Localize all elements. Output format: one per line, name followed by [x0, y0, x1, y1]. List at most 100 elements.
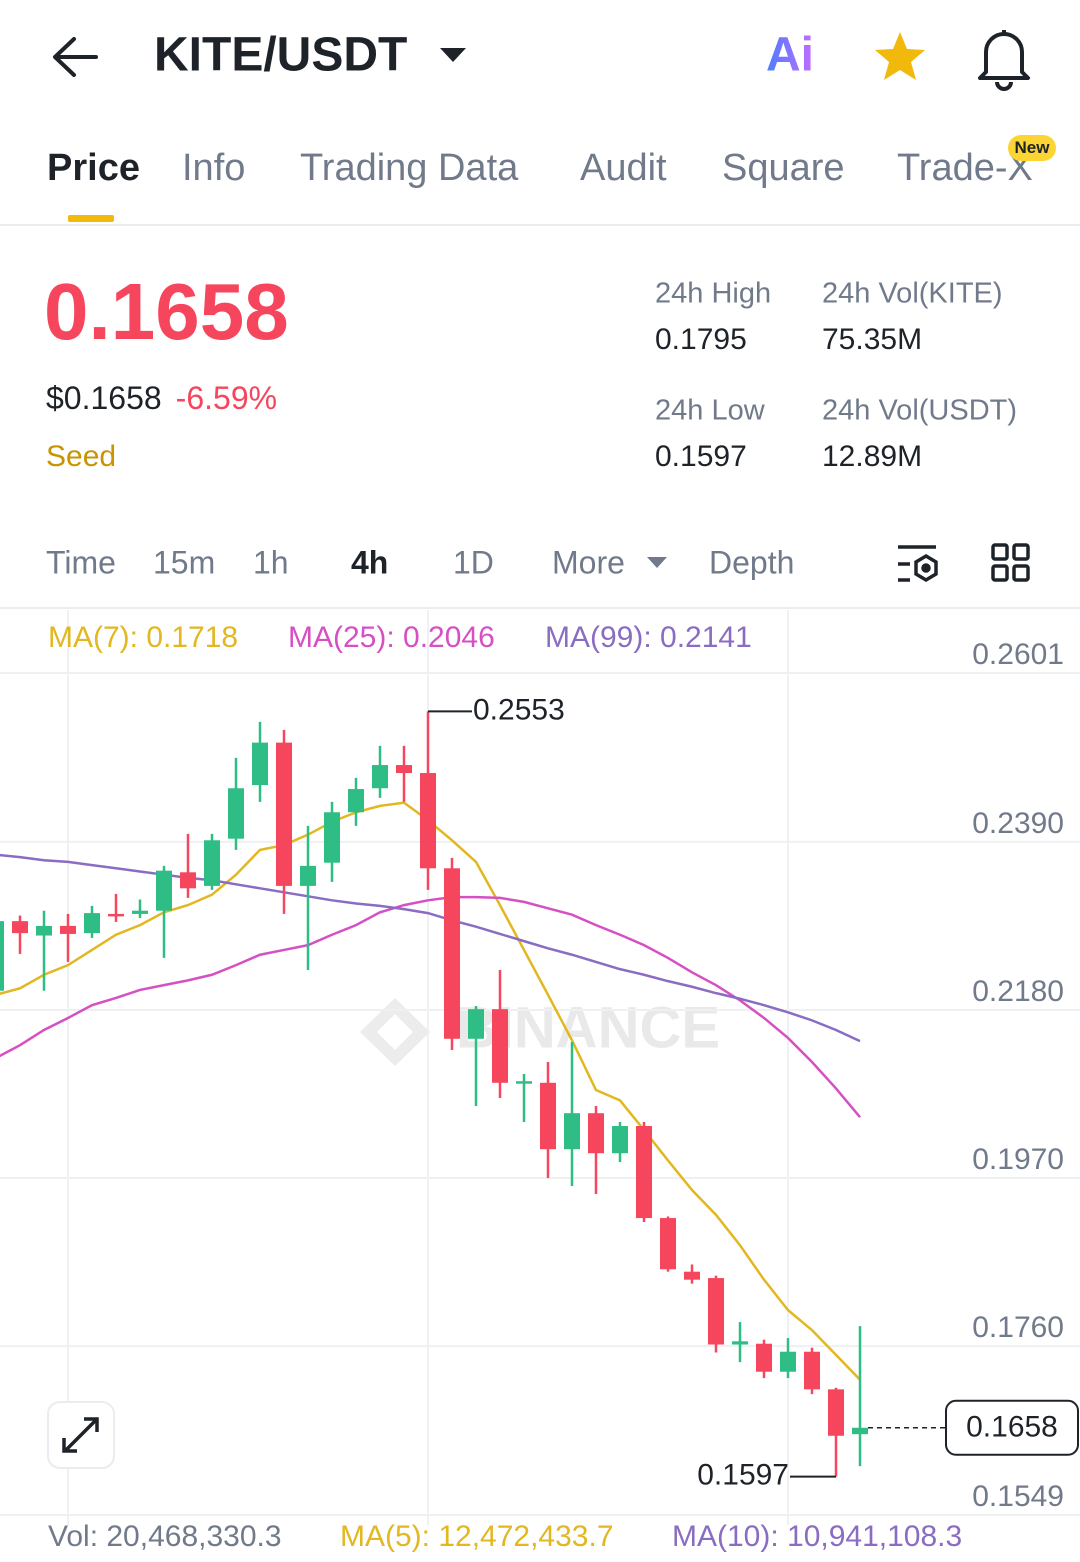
ma-line: [0, 895, 861, 1119]
interval[interactable]: Depth: [709, 544, 794, 580]
layout-button[interactable]: [991, 543, 1030, 582]
alert-button[interactable]: [978, 30, 1030, 91]
active-tab-indicator: [68, 215, 114, 222]
candle-body: [132, 910, 148, 914]
stat-label: 24h Low: [655, 395, 766, 427]
candle-body: [708, 1278, 724, 1345]
tab[interactable]: Trading Data: [300, 147, 519, 189]
candle-body: [564, 1113, 580, 1150]
pair-caret[interactable]: [440, 48, 466, 62]
candle-body: [468, 1009, 484, 1039]
chart: 0.2601 0.2390 0.2180 0.1970 0.1760 0.1549 MA(7…: [0, 621, 1080, 1553]
candle-body: [636, 1126, 652, 1219]
stat-value: 12.89M: [822, 440, 922, 473]
high-marker: 0.2553: [473, 693, 565, 726]
candle-body: [12, 921, 28, 934]
y-tick-label: 0.1970: [972, 1143, 1064, 1176]
candle-body: [156, 870, 172, 911]
back-button[interactable]: [53, 37, 98, 77]
stat-label: 24h High: [655, 278, 771, 310]
price-line: $0.1658 -6.59%: [46, 380, 277, 416]
watermark-logo: [360, 998, 430, 1066]
tab[interactable]: Audit: [580, 147, 667, 189]
interval-bar: Time 15m 1h 4h 1D More Depth: [46, 544, 794, 580]
candle-body: [276, 742, 292, 886]
indicator-settings[interactable]: [898, 545, 938, 583]
candle-body: [684, 1271, 700, 1280]
candle-body: [540, 1082, 556, 1150]
candle-body: [612, 1126, 628, 1154]
ma-line: [0, 801, 861, 1381]
candle-body: [804, 1351, 820, 1390]
interval[interactable]: 1h: [253, 544, 289, 580]
volume-legend: Vol: 20,468,330.3: [48, 1520, 282, 1553]
y-tick-label: 0.1760: [972, 1311, 1064, 1344]
candle-body: [828, 1389, 844, 1436]
tab[interactable]: Info: [182, 147, 245, 189]
new-badge: New: [1015, 138, 1051, 157]
tab[interactable]: Square: [722, 147, 845, 189]
candle-body: [252, 742, 268, 786]
candle-body: [372, 765, 388, 789]
candle-body: [660, 1218, 676, 1270]
interval[interactable]: Time: [46, 544, 116, 580]
stat-value: 75.35M: [822, 323, 922, 356]
stat-label: 24h Vol(USDT): [822, 395, 1017, 427]
candle-body: [0, 921, 4, 991]
y-tick-label: 0.2601: [972, 638, 1064, 671]
candle-body: [324, 812, 340, 863]
candle-body: [396, 765, 412, 774]
candle-body: [492, 1009, 508, 1083]
tag: Seed: [46, 440, 116, 473]
interval[interactable]: 1D: [453, 544, 494, 580]
candle-body: [852, 1427, 868, 1435]
ma-legend: MA(7): 0.1718: [48, 621, 238, 654]
stat-value: 0.1597: [655, 440, 747, 473]
last-price-label: 0.1658: [966, 1411, 1058, 1444]
candle-body: [444, 868, 460, 1039]
y-tick-label: 0.2180: [972, 975, 1064, 1008]
ma-legend: MA(99): 0.2141: [545, 621, 752, 654]
candle-body: [300, 865, 316, 886]
pair-title[interactable]: KITE/USDT: [154, 29, 407, 82]
stat-label: 24h Vol(KITE): [822, 278, 1003, 310]
tab-bar: Price Info Trading Data Audit Square Trade-X: [47, 147, 1033, 189]
last-price: 0.1658: [44, 267, 289, 356]
favorite-button[interactable]: [875, 32, 925, 80]
interval[interactable]: 15m: [153, 544, 215, 580]
candle-body: [420, 773, 436, 869]
ma-line: [0, 853, 861, 1043]
candle-body: [204, 840, 220, 886]
candle-body: [228, 788, 244, 839]
candle-body: [108, 913, 124, 917]
interval[interactable]: 4h: [351, 544, 388, 580]
fullscreen-button[interactable]: [47, 1401, 115, 1469]
candle-body: [516, 1081, 532, 1084]
y-tick-label: 0.1549: [972, 1480, 1064, 1513]
volume-legend: MA(10): 10,941,108.3: [672, 1520, 962, 1553]
y-tick-label: 0.2390: [972, 807, 1064, 840]
ai-button[interactable]: Ai: [766, 29, 814, 82]
candle-body: [588, 1113, 604, 1154]
stat-value: 0.1795: [655, 323, 747, 356]
candle-body: [36, 925, 52, 936]
tab[interactable]: Price: [47, 147, 140, 189]
price-change: -6.59%: [176, 380, 277, 416]
candle-body: [180, 872, 196, 889]
ma-legend: MA(25): 0.2046: [288, 621, 495, 654]
more-caret[interactable]: [647, 557, 667, 568]
candle-body: [60, 925, 76, 934]
last-price-box: [945, 1399, 1079, 1456]
candle-body: [756, 1343, 772, 1372]
candle-body: [780, 1351, 796, 1372]
low-marker: 0.1597: [697, 1459, 789, 1492]
stats: 24h High 0.1795 24h Vol(KITE) 75.35M 24h Low…: [655, 278, 1017, 473]
candle-body: [348, 789, 364, 813]
new-badge-bg: [1008, 135, 1056, 161]
candle-body: [732, 1341, 748, 1345]
interval[interactable]: More: [552, 544, 625, 580]
usd-price: $0.1658: [46, 380, 162, 416]
candle-body: [84, 913, 100, 934]
